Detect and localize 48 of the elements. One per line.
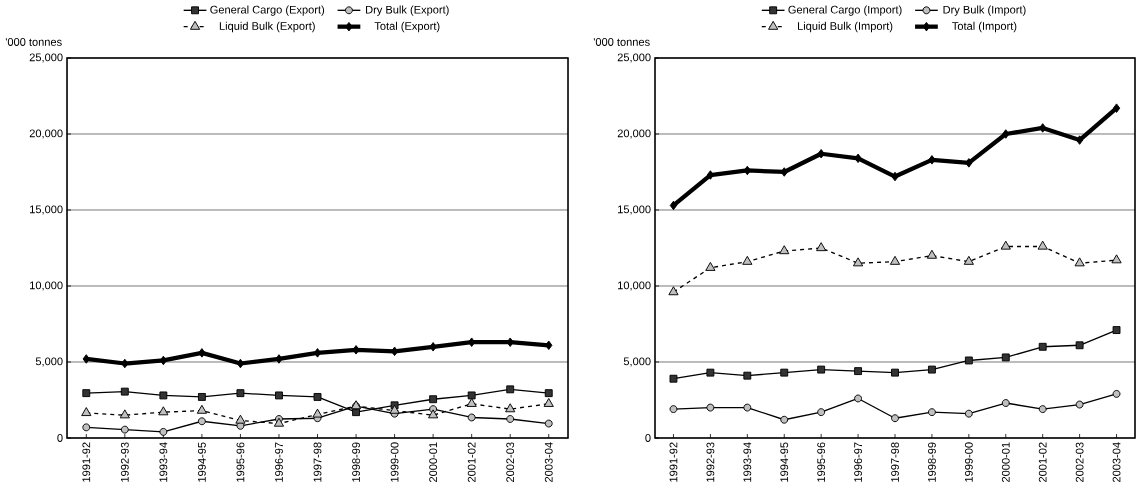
x-tick-label: 1999-00 xyxy=(390,442,399,482)
x-tick-label: 1991-92 xyxy=(82,442,91,482)
y-tick-label: 20,000 xyxy=(29,129,63,139)
x-tick-label: 2000-01 xyxy=(429,442,438,482)
y-tick-label: 15,000 xyxy=(618,205,651,215)
legend-label: General Cargo (Import) xyxy=(788,5,902,16)
y-tick-label: 10,000 xyxy=(30,281,63,291)
legend-label: Dry Bulk (Export) xyxy=(366,5,449,16)
x-tick-label: 1992-93 xyxy=(706,442,715,482)
x-tick-label: 1991-92 xyxy=(669,442,678,482)
x-tick-label: 1996-97 xyxy=(275,442,283,482)
x-tick-label: 1997-98 xyxy=(313,442,322,482)
legend-label: Liquid Bulk (Import) xyxy=(797,21,893,33)
y-tick-label: 5,000 xyxy=(35,357,63,367)
y-axis-title: '000 tonnes xyxy=(593,38,650,46)
x-tick-label: 1997-98 xyxy=(891,442,899,482)
y-tick-label: 20,000 xyxy=(617,129,651,139)
legend-label: General Cargo (Export) xyxy=(210,5,325,16)
x-tick-label: 1998-99 xyxy=(352,442,360,482)
y-tick-label: 15,000 xyxy=(30,205,63,215)
y-tick-label: 25,000 xyxy=(29,53,63,63)
x-tick-label: 1993-94 xyxy=(159,442,168,482)
x-tick-label: 2002-03 xyxy=(506,442,515,482)
x-tick-label: 1994-95 xyxy=(780,442,789,482)
x-tick-label: 1999-00 xyxy=(964,442,973,482)
legend-label: Dry Bulk (Import) xyxy=(943,5,1026,16)
x-tick-label: 2003-04 xyxy=(1112,442,1121,482)
legend-label: Total (Export) xyxy=(374,21,440,33)
y-tick-label: 0 xyxy=(57,434,63,442)
x-tick-label: 2001-02 xyxy=(467,442,476,482)
x-tick-label: 2002-03 xyxy=(1075,442,1084,482)
x-tick-label: 1998-99 xyxy=(928,442,936,482)
x-tick-label: 1995-96 xyxy=(817,442,826,482)
legend-label: Total (Import) xyxy=(952,21,1017,33)
y-axis-title: '000 tonnes xyxy=(5,38,62,46)
x-tick-label: 1992-93 xyxy=(120,442,129,482)
x-tick-label: 1993-94 xyxy=(743,442,752,482)
y-tick-label: 10,000 xyxy=(618,281,651,291)
y-tick-label: 0 xyxy=(645,434,651,442)
x-tick-label: 2001-02 xyxy=(1038,442,1047,482)
x-tick-label: 2003-04 xyxy=(544,442,553,482)
y-tick-label: 5,000 xyxy=(623,357,651,367)
x-tick-label: 1996-97 xyxy=(854,442,862,482)
x-tick-label: 2000-01 xyxy=(1001,442,1010,482)
y-tick-label: 25,000 xyxy=(617,53,651,63)
x-tick-label: 1994-95 xyxy=(197,442,206,482)
legend-label: Liquid Bulk (Export) xyxy=(219,21,315,33)
x-tick-label: 1995-96 xyxy=(236,442,245,482)
